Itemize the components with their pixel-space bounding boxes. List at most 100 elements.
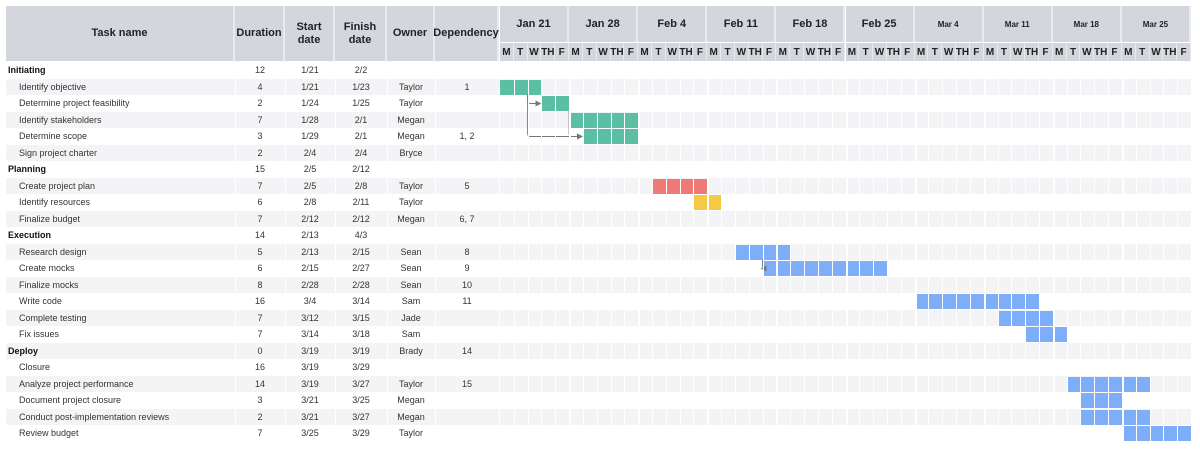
cell-start[interactable]: 3/12 xyxy=(301,312,319,323)
cell-dependency[interactable]: 5 xyxy=(464,180,470,191)
cell-start[interactable]: 3/25 xyxy=(301,428,319,439)
task-row[interactable]: Finalize budget 7 2/12 2/12 Megan 6, 7 xyxy=(6,210,1191,227)
cell-start[interactable]: 1/29 xyxy=(301,131,319,142)
cell-task[interactable]: Execution xyxy=(8,230,52,241)
cell-task[interactable]: Review budget xyxy=(19,428,79,439)
cell-dependency[interactable] xyxy=(435,326,499,343)
gantt-bar[interactable] xyxy=(1080,393,1122,408)
cell-task[interactable]: Finalize budget xyxy=(19,213,81,224)
task-group-row[interactable]: Initiating 12 1/21 2/2 xyxy=(6,62,1191,79)
cell-finish[interactable]: 4/3 xyxy=(354,230,368,241)
cell-owner[interactable]: Megan xyxy=(397,213,425,224)
cell-duration[interactable]: 2 xyxy=(257,411,263,422)
cell-dependency[interactable] xyxy=(435,161,499,178)
cell-start[interactable]: 3/21 xyxy=(301,411,319,422)
gantt-bar[interactable] xyxy=(1066,376,1150,392)
cell-task[interactable]: Create project plan xyxy=(19,180,96,191)
cell-start[interactable]: 2/13 xyxy=(301,246,319,257)
cell-finish[interactable]: 3/18 xyxy=(352,329,370,340)
cell-task[interactable]: Document project closure xyxy=(19,395,122,406)
gantt-bar[interactable] xyxy=(1080,409,1150,425)
cell-dependency[interactable] xyxy=(435,95,499,112)
cell-duration[interactable]: 14 xyxy=(254,378,265,389)
cell-task[interactable]: Complete testing xyxy=(19,312,87,323)
cell-duration[interactable]: 7 xyxy=(257,329,263,340)
task-row[interactable]: Create mocks 6 2/15 2/27 Sean 9 xyxy=(6,260,1191,277)
cell-duration[interactable]: 6 xyxy=(257,197,263,208)
cell-finish[interactable]: 2/4 xyxy=(354,147,368,158)
cell-owner[interactable]: Taylor xyxy=(398,98,423,109)
cell-dependency[interactable]: 1 xyxy=(464,81,470,92)
cell-dependency[interactable]: 14 xyxy=(461,345,472,356)
gantt-bar[interactable] xyxy=(762,261,887,276)
cell-dependency[interactable]: 8 xyxy=(464,246,470,257)
gantt-bar[interactable] xyxy=(582,129,639,144)
cell-finish[interactable]: 1/25 xyxy=(352,98,370,109)
cell-dependency[interactable] xyxy=(435,112,499,129)
cell-dependency[interactable] xyxy=(435,409,499,426)
column-header-start-date[interactable]: Start date xyxy=(285,6,335,61)
cell-finish[interactable]: 2/28 xyxy=(352,279,370,290)
cell-owner[interactable]: Sean xyxy=(400,279,422,290)
cell-duration[interactable]: 16 xyxy=(254,296,265,307)
cell-duration[interactable]: 6 xyxy=(257,263,263,274)
cell-start[interactable]: 3/4 xyxy=(303,296,317,307)
cell-dependency[interactable] xyxy=(435,310,499,327)
cell-duration[interactable]: 7 xyxy=(257,312,263,323)
cell-task[interactable]: Sign project charter xyxy=(19,147,98,158)
cell-owner[interactable] xyxy=(387,227,435,244)
cell-owner[interactable] xyxy=(387,161,435,178)
cell-owner[interactable]: Taylor xyxy=(398,81,423,92)
cell-task[interactable]: Fix issues xyxy=(19,329,60,340)
cell-dependency[interactable] xyxy=(435,145,499,162)
cell-start[interactable]: 1/21 xyxy=(301,81,319,92)
task-group-row[interactable]: Deploy 0 3/19 3/19 Brady 14 xyxy=(6,342,1191,359)
cell-dependency[interactable] xyxy=(435,392,499,409)
cell-owner[interactable]: Megan xyxy=(397,114,425,125)
column-header-owner[interactable]: Owner xyxy=(387,6,435,61)
cell-finish[interactable]: 2/8 xyxy=(354,180,368,191)
cell-finish[interactable]: 2/11 xyxy=(352,197,370,208)
cell-task[interactable]: Create mocks xyxy=(19,263,75,274)
cell-start[interactable]: 3/19 xyxy=(301,362,319,373)
cell-duration[interactable]: 2 xyxy=(257,98,263,109)
task-row[interactable]: Fix issues 7 3/14 3/18 Sam xyxy=(6,326,1191,343)
cell-start[interactable]: 1/21 xyxy=(301,65,319,76)
task-row[interactable]: Identify objective 4 1/21 1/23 Taylor 1 xyxy=(6,78,1191,95)
cell-task[interactable]: Planning xyxy=(8,164,46,175)
cell-owner[interactable]: Taylor xyxy=(398,197,423,208)
cell-start[interactable]: 3/19 xyxy=(301,378,319,389)
cell-owner[interactable]: Sean xyxy=(400,246,422,257)
cell-duration[interactable]: 12 xyxy=(254,65,265,76)
cell-finish[interactable]: 3/27 xyxy=(352,411,370,422)
cell-owner[interactable]: Taylor xyxy=(398,378,423,389)
task-row[interactable]: Finalize mocks 8 2/28 2/28 Sean 10 xyxy=(6,276,1191,293)
cell-task[interactable]: Determine scope xyxy=(19,131,88,142)
task-row[interactable]: Determine project feasibility 2 1/24 1/25 Ta… xyxy=(6,95,1191,112)
cell-duration[interactable]: 3 xyxy=(257,131,263,142)
cell-task[interactable]: Analyze project performance xyxy=(19,378,134,389)
cell-owner[interactable]: Sam xyxy=(401,296,421,307)
cell-start[interactable]: 2/28 xyxy=(301,279,319,290)
cell-owner[interactable]: Jade xyxy=(401,312,421,323)
task-row[interactable]: Research design 5 2/13 2/15 Sean 8 xyxy=(6,243,1191,260)
cell-duration[interactable]: 8 xyxy=(257,279,263,290)
cell-owner[interactable]: Sean xyxy=(400,263,422,274)
task-group-row[interactable]: Execution 14 2/13 4/3 xyxy=(6,227,1191,244)
task-row[interactable]: Conduct post-implementation reviews 2 3/21… xyxy=(6,408,1191,426)
cell-duration[interactable]: 7 xyxy=(257,213,263,224)
cell-finish[interactable]: 2/12 xyxy=(352,164,370,175)
gantt-bar[interactable] xyxy=(500,79,542,95)
cell-owner[interactable]: Megan xyxy=(397,395,425,406)
cell-start[interactable]: 2/15 xyxy=(301,263,319,274)
gantt-bar[interactable] xyxy=(1025,327,1067,342)
cell-task[interactable]: Finalize mocks xyxy=(19,279,79,290)
cell-owner[interactable]: Taylor xyxy=(398,428,423,439)
cell-duration[interactable]: 0 xyxy=(257,345,263,356)
cell-dependency[interactable]: 15 xyxy=(461,378,472,389)
cell-start[interactable]: 2/4 xyxy=(303,147,317,158)
cell-duration[interactable]: 16 xyxy=(254,362,265,373)
task-row[interactable]: Write code 16 3/4 3/14 Sam 11 xyxy=(6,293,1191,310)
cell-finish[interactable]: 1/23 xyxy=(352,81,370,92)
cell-task[interactable]: Deploy xyxy=(8,345,39,356)
